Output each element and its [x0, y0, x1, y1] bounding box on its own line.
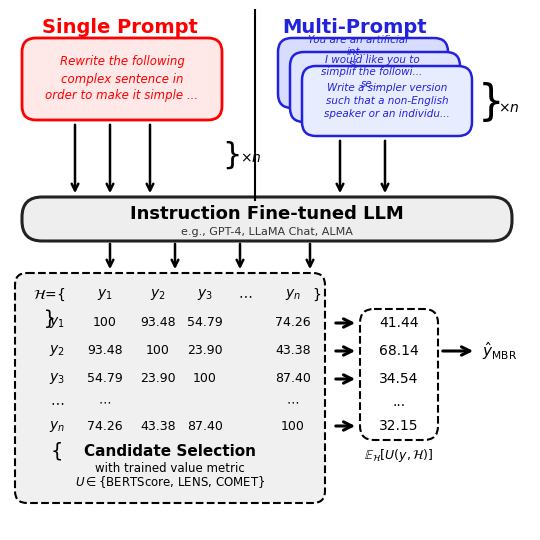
Text: $\times n$: $\times n$	[240, 151, 261, 165]
Text: }: }	[478, 82, 504, 124]
Text: Multi-Prompt: Multi-Prompt	[282, 18, 427, 37]
FancyBboxPatch shape	[360, 309, 438, 440]
FancyBboxPatch shape	[290, 52, 460, 122]
FancyBboxPatch shape	[22, 38, 222, 120]
Text: {: {	[51, 442, 63, 461]
Text: I would like you to
simplif the followi...
se...: I would like you to simplif the followi.…	[321, 55, 423, 90]
Text: Write a simpler version
such that a non-English
speaker or an individu...: Write a simpler version such that a non-…	[324, 83, 450, 119]
Text: $\times n$: $\times n$	[498, 101, 519, 115]
Text: 74.26: 74.26	[87, 420, 123, 433]
Text: Candidate Selection: Candidate Selection	[84, 443, 256, 458]
Text: $y_3$: $y_3$	[197, 287, 213, 302]
Text: }: }	[312, 288, 321, 302]
Text: 23.90: 23.90	[187, 345, 223, 357]
Text: $y_n$: $y_n$	[285, 287, 301, 302]
Text: $\cdots$: $\cdots$	[50, 395, 64, 409]
Text: 74.26: 74.26	[275, 316, 311, 329]
FancyBboxPatch shape	[22, 197, 512, 241]
FancyBboxPatch shape	[302, 66, 472, 136]
Text: 87.40: 87.40	[187, 420, 223, 433]
Text: $y_1$: $y_1$	[97, 287, 113, 302]
Text: 100: 100	[281, 420, 305, 433]
Text: {: {	[39, 308, 51, 327]
FancyBboxPatch shape	[15, 273, 325, 503]
Text: You are an artificial
int...
si...: You are an artificial int... si...	[308, 35, 408, 70]
Text: $\cdots$: $\cdots$	[286, 395, 300, 408]
Text: 87.40: 87.40	[275, 373, 311, 386]
Text: 68.14: 68.14	[379, 344, 419, 358]
Text: $y_2$: $y_2$	[150, 287, 166, 302]
Text: $U \in \{$BERTScore, LENS, COMET$\}$: $U \in \{$BERTScore, LENS, COMET$\}$	[75, 474, 265, 490]
Text: 43.38: 43.38	[275, 345, 311, 357]
Text: Instruction Fine-tuned LLM: Instruction Fine-tuned LLM	[130, 205, 404, 223]
Text: $y_3$: $y_3$	[49, 372, 65, 387]
Text: $\hat{y}_{\mathrm{MBR}}$: $\hat{y}_{\mathrm{MBR}}$	[482, 340, 517, 362]
Text: ...: ...	[393, 395, 406, 409]
Text: 54.79: 54.79	[187, 316, 223, 329]
Text: $y_1$: $y_1$	[49, 315, 65, 330]
Text: 23.90: 23.90	[140, 373, 176, 386]
Text: 93.48: 93.48	[140, 316, 176, 329]
Text: 41.44: 41.44	[379, 316, 418, 330]
Text: $\mathbb{E}_{\mathcal{H}}[U(y,\mathcal{H})]$: $\mathbb{E}_{\mathcal{H}}[U(y,\mathcal{H…	[364, 448, 434, 464]
Text: $y_2$: $y_2$	[49, 343, 65, 359]
Text: 34.54: 34.54	[379, 372, 418, 386]
Text: with trained value metric: with trained value metric	[95, 462, 245, 475]
Text: $\mathcal{H}$={: $\mathcal{H}$={	[33, 287, 65, 303]
Text: 32.15: 32.15	[379, 419, 418, 433]
Text: Single Prompt: Single Prompt	[42, 18, 198, 37]
Text: 43.38: 43.38	[140, 420, 176, 433]
Text: $\cdots$: $\cdots$	[238, 288, 252, 302]
FancyBboxPatch shape	[278, 38, 448, 108]
Text: }: }	[222, 140, 241, 170]
Text: e.g., GPT-4, LLaMA Chat, ALMA: e.g., GPT-4, LLaMA Chat, ALMA	[181, 227, 353, 237]
Text: 54.79: 54.79	[87, 373, 123, 386]
Text: Rewrite the following
complex sentence in
order to make it simple ...: Rewrite the following complex sentence i…	[45, 56, 199, 103]
Text: 93.48: 93.48	[87, 345, 123, 357]
Text: $\cdots$: $\cdots$	[98, 395, 112, 408]
Text: 100: 100	[93, 316, 117, 329]
Text: 100: 100	[146, 345, 170, 357]
Text: 100: 100	[193, 373, 217, 386]
Text: $y_n$: $y_n$	[49, 418, 65, 434]
